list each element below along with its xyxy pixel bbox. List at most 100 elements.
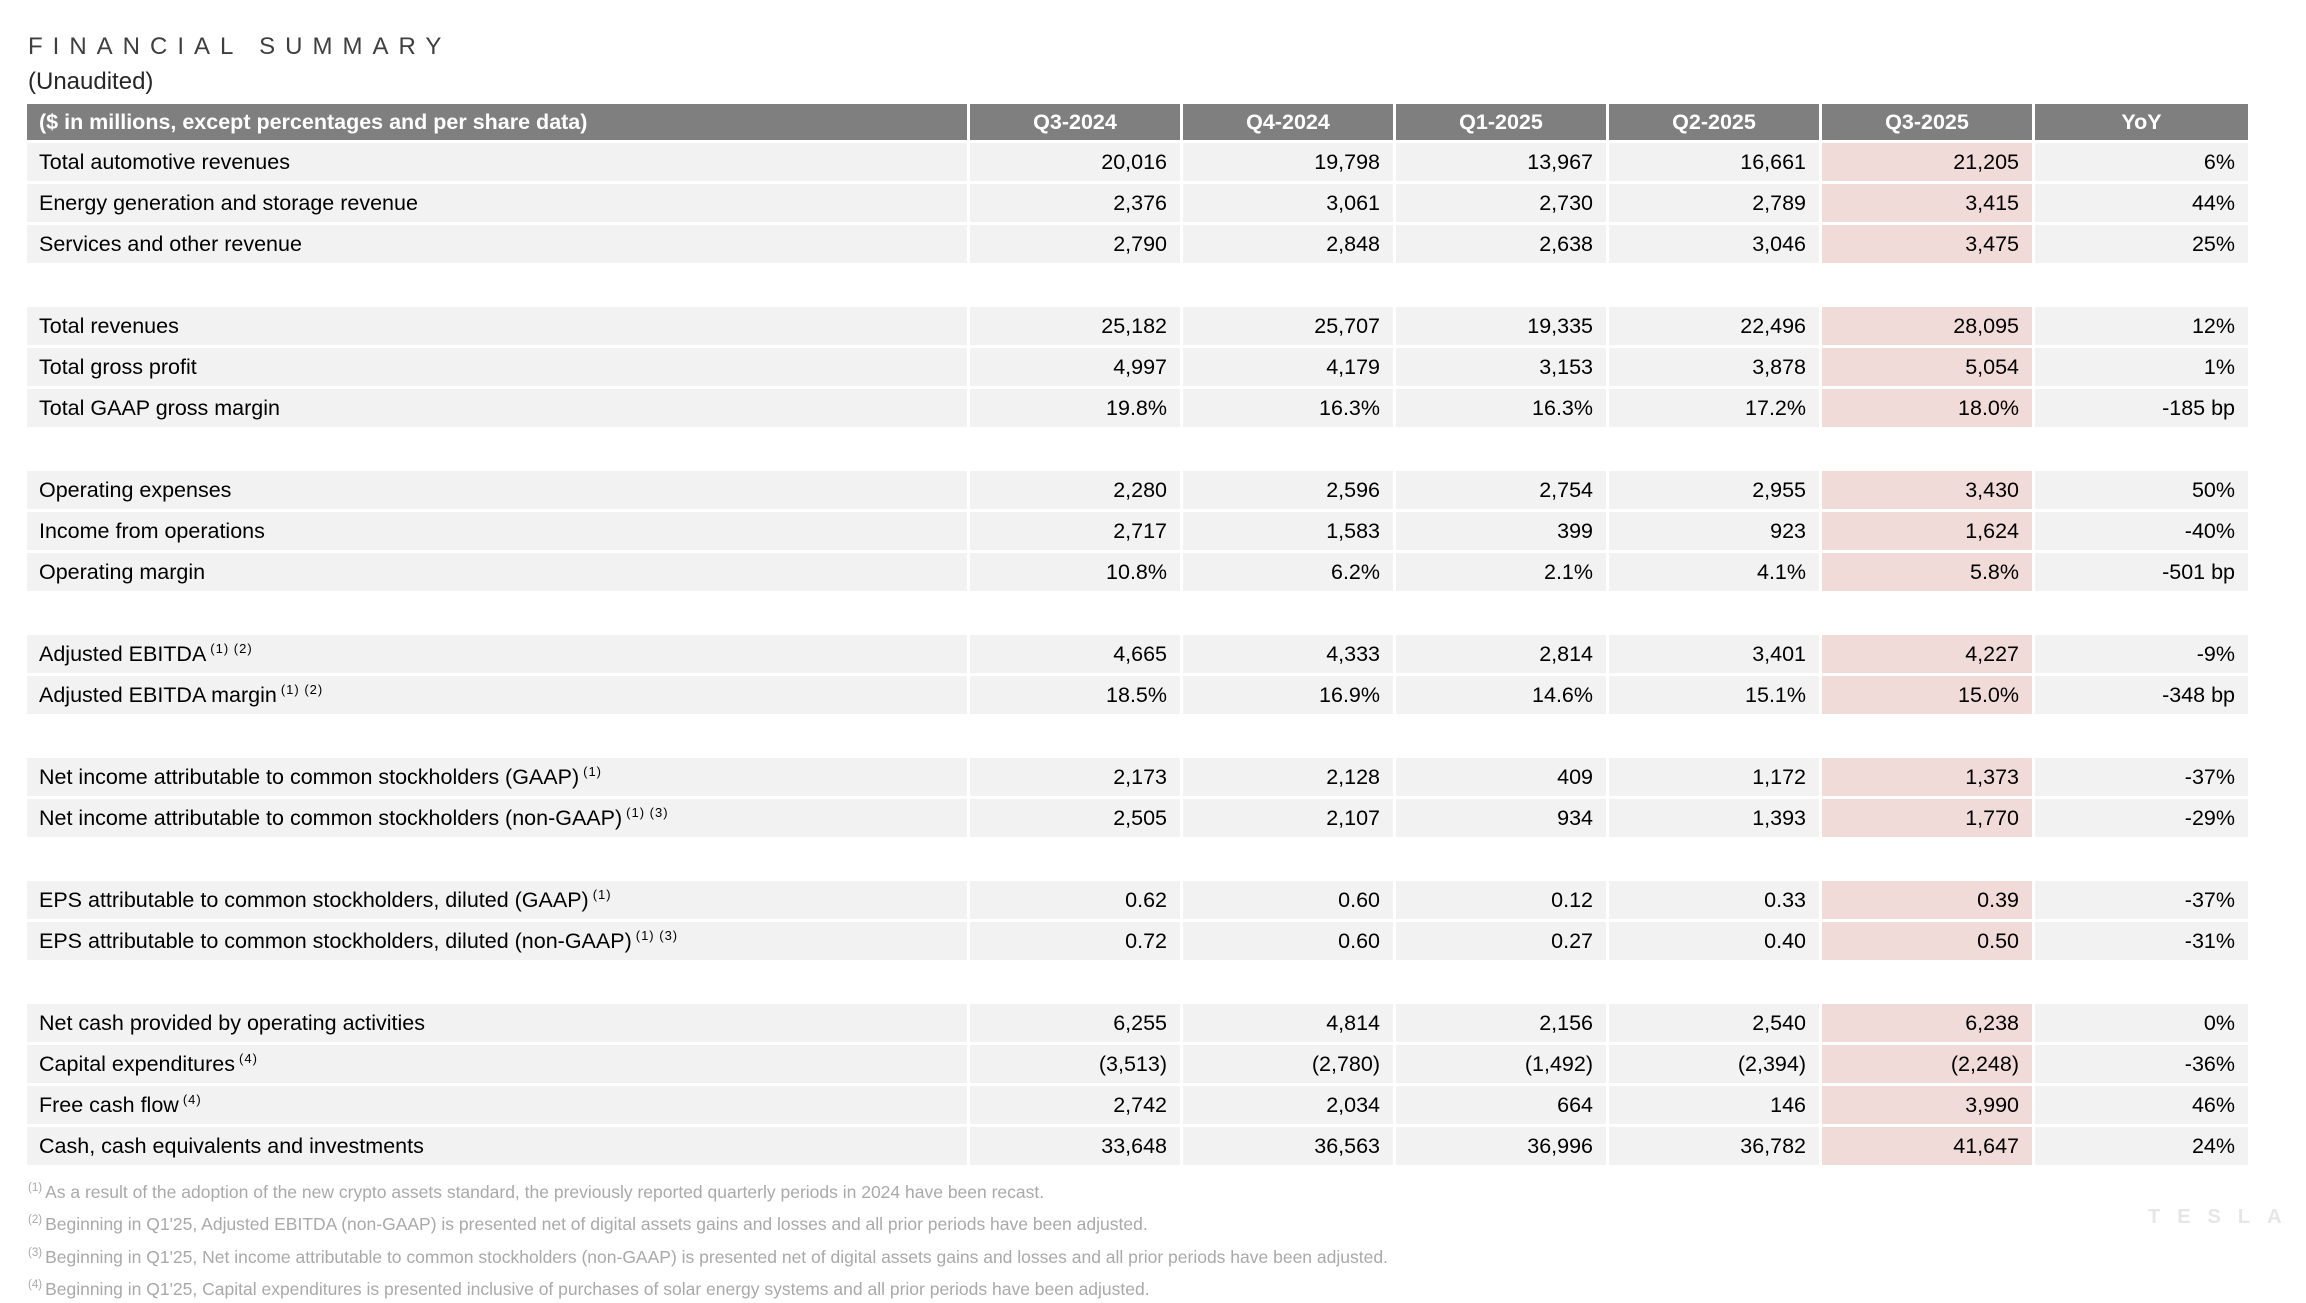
cell-q1-2025: (1,492) <box>1396 1045 1609 1086</box>
cell-yoy: -501 bp <box>2035 553 2248 594</box>
cell-q3-2024: 4,665 <box>970 635 1183 676</box>
cell-q3-2025-highlighted: 1,770 <box>1822 799 2035 840</box>
cell-q4-2024: 3,061 <box>1183 184 1396 225</box>
section-gap <box>27 717 2248 758</box>
table-row-adjusted-ebitda-margin: Adjusted EBITDA margin (1) (2) 18.5% 16.9… <box>27 676 2248 717</box>
cell-q4-2024: 16.3% <box>1183 389 1396 430</box>
cell-q3-2025-highlighted: 3,475 <box>1822 225 2035 266</box>
section-gap <box>27 840 2248 881</box>
cell-q2-2025: 2,540 <box>1609 1004 1822 1045</box>
cell-q4-2024: 16.9% <box>1183 676 1396 717</box>
row-label-cell: EPS attributable to common stockholders,… <box>27 881 970 922</box>
table-row-operating-expenses: Operating expenses 2,280 2,596 2,754 2,9… <box>27 471 2248 512</box>
cell-q3-2024: 0.62 <box>970 881 1183 922</box>
row-label-cell: Total gross profit <box>27 348 970 389</box>
row-label: Income from operations <box>39 518 265 543</box>
row-label: Cash, cash equivalents and investments <box>39 1133 424 1158</box>
cell-q1-2025: 3,153 <box>1396 348 1609 389</box>
cell-q3-2025-highlighted: 6,238 <box>1822 1004 2035 1045</box>
cell-q3-2024: 6,255 <box>970 1004 1183 1045</box>
cell-q2-2025: 17.2% <box>1609 389 1822 430</box>
cell-q4-2024: 2,848 <box>1183 225 1396 266</box>
cell-q1-2025: 664 <box>1396 1086 1609 1127</box>
cell-q3-2025-highlighted: 3,430 <box>1822 471 2035 512</box>
cell-q3-2025-highlighted: 15.0% <box>1822 676 2035 717</box>
footnote-1: (1) As a result of the adoption of the ne… <box>28 1174 1388 1206</box>
cell-q2-2025: 146 <box>1609 1086 1822 1127</box>
row-label: Operating margin <box>39 559 206 584</box>
cell-q4-2024: 36,563 <box>1183 1127 1396 1168</box>
cell-q3-2024: 4,997 <box>970 348 1183 389</box>
row-label-cell: Net income attributable to common stockh… <box>27 799 970 840</box>
row-label-cell: Adjusted EBITDA (1) (2) <box>27 635 970 676</box>
table-row-total-gaap-gross-margin: Total GAAP gross margin 19.8% 16.3% 16.3… <box>27 389 2248 430</box>
section-gap <box>27 430 2248 471</box>
cell-q1-2025: 16.3% <box>1396 389 1609 430</box>
table-row-capital-expenditures: Capital expenditures (4) (3,513) (2,780) … <box>27 1045 2248 1086</box>
table-row-total-gross-profit: Total gross profit 4,997 4,179 3,153 3,8… <box>27 348 2248 389</box>
cell-q2-2025: 3,401 <box>1609 635 1822 676</box>
cell-q4-2024: 19,798 <box>1183 143 1396 184</box>
header-yoy: YoY <box>2035 104 2248 143</box>
cell-q3-2025-highlighted: 41,647 <box>1822 1127 2035 1168</box>
cell-q3-2025-highlighted: 4,227 <box>1822 635 2035 676</box>
cell-q3-2024: (3,513) <box>970 1045 1183 1086</box>
cell-q4-2024: 2,128 <box>1183 758 1396 799</box>
row-label-cell: Income from operations <box>27 512 970 553</box>
footnote-ref: (4) <box>239 1050 258 1066</box>
cell-q3-2025-highlighted: (2,248) <box>1822 1045 2035 1086</box>
table-row-free-cash-flow: Free cash flow (4) 2,742 2,034 664 146 3,… <box>27 1086 2248 1127</box>
cell-q3-2025-highlighted: 18.0% <box>1822 389 2035 430</box>
row-label: Free cash flow <box>39 1092 179 1117</box>
row-label-cell: Operating expenses <box>27 471 970 512</box>
cell-q2-2025: 3,046 <box>1609 225 1822 266</box>
cell-q3-2025-highlighted: 0.39 <box>1822 881 2035 922</box>
row-label: Total automotive revenues <box>39 149 290 174</box>
section-gap <box>27 963 2248 1004</box>
row-label-cell: Total GAAP gross margin <box>27 389 970 430</box>
header-q3-2024: Q3-2024 <box>970 104 1183 143</box>
cell-q3-2024: 10.8% <box>970 553 1183 594</box>
row-label: Adjusted EBITDA <box>39 641 207 666</box>
cell-q1-2025: 0.12 <box>1396 881 1609 922</box>
row-label: EPS attributable to common stockholders,… <box>39 928 632 953</box>
page-title: FINANCIAL SUMMARY <box>28 33 452 60</box>
cell-yoy: -29% <box>2035 799 2248 840</box>
table-row-operating-margin: Operating margin 10.8% 6.2% 2.1% 4.1% 5.… <box>27 553 2248 594</box>
cell-q2-2025: 0.33 <box>1609 881 1822 922</box>
cell-yoy: -31% <box>2035 922 2248 963</box>
cell-yoy: 0% <box>2035 1004 2248 1045</box>
cell-q3-2024: 2,376 <box>970 184 1183 225</box>
row-label: Net income attributable to common stockh… <box>39 805 623 830</box>
cell-q4-2024: 4,179 <box>1183 348 1396 389</box>
cell-yoy: 46% <box>2035 1086 2248 1127</box>
row-label-cell: Cash, cash equivalents and investments <box>27 1127 970 1168</box>
cell-q1-2025: 399 <box>1396 512 1609 553</box>
table-row-income-from-operations: Income from operations 2,717 1,583 399 9… <box>27 512 2248 553</box>
row-label-cell: Adjusted EBITDA margin (1) (2) <box>27 676 970 717</box>
cell-q3-2024: 25,182 <box>970 307 1183 348</box>
cell-q3-2024: 0.72 <box>970 922 1183 963</box>
cell-q1-2025: 0.27 <box>1396 922 1609 963</box>
row-label-cell: Free cash flow (4) <box>27 1086 970 1127</box>
table-row-total-revenues: Total revenues 25,182 25,707 19,335 22,4… <box>27 307 2248 348</box>
cell-yoy: 12% <box>2035 307 2248 348</box>
cell-q1-2025: 13,967 <box>1396 143 1609 184</box>
cell-q3-2024: 2,742 <box>970 1086 1183 1127</box>
cell-q1-2025: 2,730 <box>1396 184 1609 225</box>
cell-q4-2024: 1,583 <box>1183 512 1396 553</box>
footnote-marker: (4) <box>28 1278 43 1291</box>
cell-yoy: -40% <box>2035 512 2248 553</box>
cell-q2-2025: 0.40 <box>1609 922 1822 963</box>
cell-yoy: 25% <box>2035 225 2248 266</box>
cell-q2-2025: 1,172 <box>1609 758 1822 799</box>
row-label: Total GAAP gross margin <box>39 395 280 420</box>
row-label: Energy generation and storage revenue <box>39 190 418 215</box>
cell-yoy: -37% <box>2035 881 2248 922</box>
cell-q2-2025: 36,782 <box>1609 1127 1822 1168</box>
cell-q1-2025: 409 <box>1396 758 1609 799</box>
row-label-cell: Total automotive revenues <box>27 143 970 184</box>
footnote-ref: (1) (2) <box>210 640 253 656</box>
cell-q3-2024: 19.8% <box>970 389 1183 430</box>
cell-q1-2025: 19,335 <box>1396 307 1609 348</box>
